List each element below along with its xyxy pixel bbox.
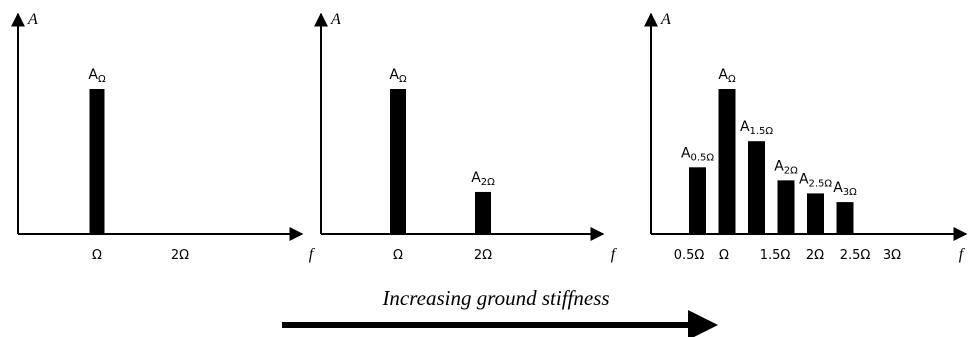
bar bbox=[836, 202, 854, 234]
x-axis-label: f bbox=[959, 246, 966, 263]
x-tick-label: 0.5Ω bbox=[674, 248, 705, 263]
bar bbox=[807, 193, 824, 234]
y-axis-label: A bbox=[27, 11, 38, 28]
bar bbox=[475, 191, 491, 234]
bar-label: A2.5Ω bbox=[799, 171, 832, 189]
bar bbox=[689, 167, 706, 234]
x-tick-label: Ω bbox=[393, 248, 403, 263]
bar-label: A1.5Ω bbox=[740, 119, 773, 137]
y-axis-label: A bbox=[330, 11, 341, 28]
x-tick-label: Ω bbox=[719, 248, 729, 263]
spectrum-panel-2: Af Ω 2Ω AΩ A2Ω bbox=[314, 11, 618, 263]
bar-label: A3Ω bbox=[833, 180, 857, 198]
bar-label: A0.5Ω bbox=[681, 145, 714, 163]
bar-label: AΩ bbox=[389, 67, 407, 85]
bar-label: AΩ bbox=[88, 67, 106, 85]
x-tick-label: 3Ω bbox=[883, 248, 901, 263]
x-axis-label: f bbox=[611, 246, 618, 263]
bar-label: AΩ bbox=[718, 67, 736, 85]
caption-text: Increasing ground stiffness bbox=[381, 286, 609, 310]
x-tick-label: Ω bbox=[92, 248, 102, 263]
bar bbox=[748, 141, 765, 234]
bar bbox=[390, 89, 406, 234]
bar-label: A2Ω bbox=[774, 158, 798, 176]
spectrum-panel-1: Af Ω 2Ω AΩ bbox=[11, 11, 316, 263]
x-tick-label: 2Ω bbox=[171, 248, 189, 263]
y-axis-label: A bbox=[660, 11, 671, 28]
x-tick-label: 1.5Ω bbox=[760, 248, 791, 263]
x-tick-label: 2.5Ω bbox=[840, 248, 871, 263]
bar bbox=[718, 89, 736, 234]
x-tick-label: 2Ω bbox=[806, 248, 824, 263]
bar-label: A2Ω bbox=[471, 170, 495, 188]
bar bbox=[89, 89, 105, 234]
x-axis-label: f bbox=[309, 246, 316, 263]
bar bbox=[777, 180, 795, 234]
panels: Af Ω 2Ω AΩ Af Ω 2Ω AΩ A2Ω Af 0.5Ω Ω 1.5Ω 2Ω 2.5Ω 3Ω A0.5… bbox=[11, 11, 968, 263]
x-tick-label: 2Ω bbox=[474, 248, 492, 263]
